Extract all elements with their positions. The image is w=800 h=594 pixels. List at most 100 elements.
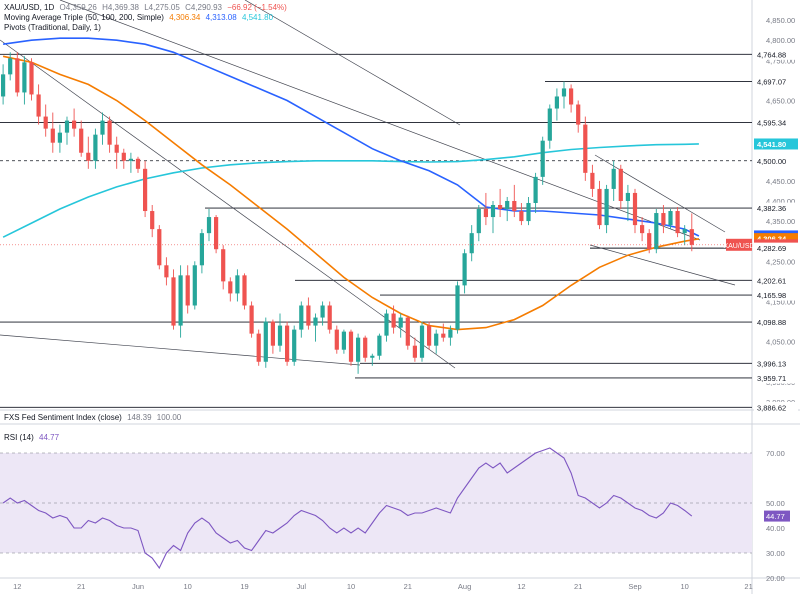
candle-body [618, 168, 623, 201]
candle-body [43, 116, 48, 129]
axis-value-label: 4,764.88 [757, 50, 786, 59]
axis-value-label: 4,541.80 [757, 140, 786, 149]
x-tick-label: 19 [240, 582, 248, 591]
candle-body [540, 140, 545, 177]
candle-body [682, 229, 687, 234]
candle-body [483, 209, 488, 218]
axis-value-label: 3,959.71 [757, 374, 786, 383]
rsi-tick-label: 20.00 [766, 574, 785, 583]
candle-body [313, 317, 318, 326]
candle-body [448, 329, 453, 338]
candle-body [569, 88, 574, 105]
axis-value-label: 4,595.34 [757, 118, 786, 127]
y-tick-label: 4,250.00 [766, 257, 795, 266]
axis-value-label: 4,697.07 [757, 78, 786, 87]
candle-body [100, 120, 105, 135]
y-tick-label: 4,850.00 [766, 16, 795, 25]
axis-value-box [754, 372, 798, 384]
trend-line [594, 154, 726, 233]
candle-body [327, 305, 332, 330]
candle-body [505, 200, 510, 210]
candle-body [64, 120, 70, 133]
candle-body [292, 329, 297, 362]
rsi-band [0, 453, 752, 553]
candle-body [469, 233, 474, 254]
candle-body [164, 265, 169, 278]
candle-body [590, 172, 595, 189]
x-tick-label: 21 [744, 582, 752, 591]
ohlc-open: O4,359.26 [59, 3, 97, 12]
candle-body [625, 192, 630, 201]
symbol-label: XAU/USD, 1D [4, 3, 55, 12]
ma200-value: 4,541.80 [241, 13, 274, 22]
candle-body [498, 205, 503, 210]
axis-value-box [754, 242, 798, 254]
y-tick-label: 4,350.00 [766, 217, 795, 226]
x-tick-label: Aug [458, 582, 471, 591]
candle-body [348, 331, 354, 362]
rsi-label: RSI (14) [4, 433, 34, 442]
candle-body [512, 200, 517, 212]
candle-body [185, 275, 190, 306]
trend-line [0, 39, 456, 369]
candle-body [36, 94, 41, 117]
x-tick-label: Jun [132, 582, 144, 591]
candle-body [86, 152, 91, 161]
y-tick-label: 4,450.00 [766, 177, 795, 186]
candle-body [412, 345, 417, 358]
candle-body [57, 132, 62, 143]
candle-body [221, 249, 226, 282]
candle-body [490, 205, 496, 218]
candle-body [661, 213, 666, 226]
axis-value-box [754, 289, 798, 301]
candle-body [277, 325, 283, 346]
axis-value-box [754, 76, 798, 88]
axis-value-box [754, 138, 798, 150]
ma-legend: Moving Average Triple (50, 100, 200, Sim… [4, 13, 276, 23]
candle-body [128, 158, 133, 161]
axis-value-box [754, 316, 798, 328]
candle-body [462, 253, 467, 286]
candle-body [121, 152, 126, 161]
candle-body [356, 337, 361, 362]
candle-body [306, 305, 311, 326]
x-tick-label: 10 [347, 582, 355, 591]
rsi-tick-label: 70.00 [766, 449, 785, 458]
candle-body [285, 325, 290, 362]
candle-body [533, 176, 538, 203]
x-tick-label: 12 [517, 582, 525, 591]
candle-body [93, 134, 98, 161]
candle-body [50, 128, 55, 143]
candle-body [299, 305, 304, 330]
candle-body [434, 333, 439, 346]
candle-body [15, 58, 20, 93]
candle-body [604, 188, 609, 226]
ma50-value: 4,306.34 [169, 13, 201, 22]
y-tick-label: 4,750.00 [766, 56, 795, 65]
axis-value-label: 4,282.69 [757, 244, 786, 253]
x-tick-label: Sep [628, 582, 641, 591]
candle-body [640, 225, 645, 234]
candle-body [341, 331, 346, 350]
candle-body [675, 211, 680, 234]
candle-body [561, 88, 567, 97]
candle-body [647, 233, 652, 250]
axis-value-box [754, 401, 798, 413]
candle-body [114, 144, 119, 153]
candle-body [377, 335, 382, 356]
candle-body [554, 96, 559, 109]
candle-body [370, 355, 375, 358]
candle-body [654, 213, 659, 250]
rsi-tick-label: 30.00 [766, 549, 785, 558]
y-tick-label: 4,800.00 [766, 36, 795, 45]
candle-body [441, 333, 446, 338]
rsi-value: 44.77 [39, 433, 60, 442]
trend-line [244, 0, 461, 126]
axis-value-box [754, 357, 798, 369]
x-tick-label: 10 [184, 582, 192, 591]
candle-body [249, 305, 254, 334]
rsi-tick-label: 50.00 [766, 499, 785, 508]
candle-body [157, 229, 162, 266]
candle-body [192, 265, 197, 306]
candle-body [214, 217, 219, 250]
